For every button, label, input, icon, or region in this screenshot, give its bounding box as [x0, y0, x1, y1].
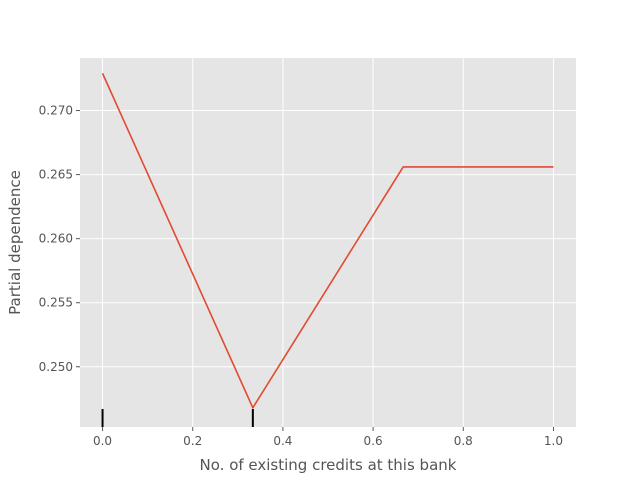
- y-axis-label: Partial dependence: [6, 170, 24, 315]
- decile-rug: [101, 409, 254, 427]
- y-tick-label: 0.260: [39, 232, 73, 246]
- y-tick-label: 0.270: [39, 104, 73, 118]
- x-tick-label: 1.0: [544, 434, 563, 448]
- x-tick-label: 0.2: [183, 434, 202, 448]
- plot-area: [80, 58, 576, 427]
- x-tick-label: 0.0: [93, 434, 112, 448]
- y-tick-labels: 0.250 0.255 0.260 0.265 0.270: [39, 104, 80, 374]
- x-tick-label: 0.6: [364, 434, 383, 448]
- series-line: [101, 73, 554, 409]
- grid: [80, 58, 576, 427]
- series-group: [101, 73, 554, 409]
- x-tick-label: 0.8: [454, 434, 473, 448]
- x-axis-label: No. of existing credits at this bank: [200, 456, 457, 474]
- y-tick-label: 0.250: [39, 360, 73, 374]
- x-tick-labels: 0.0 0.2 0.4 0.6 0.8 1.0: [93, 427, 563, 448]
- y-tick-label: 0.265: [39, 168, 73, 182]
- x-tick-label: 0.4: [273, 434, 292, 448]
- y-tick-label: 0.255: [39, 296, 73, 310]
